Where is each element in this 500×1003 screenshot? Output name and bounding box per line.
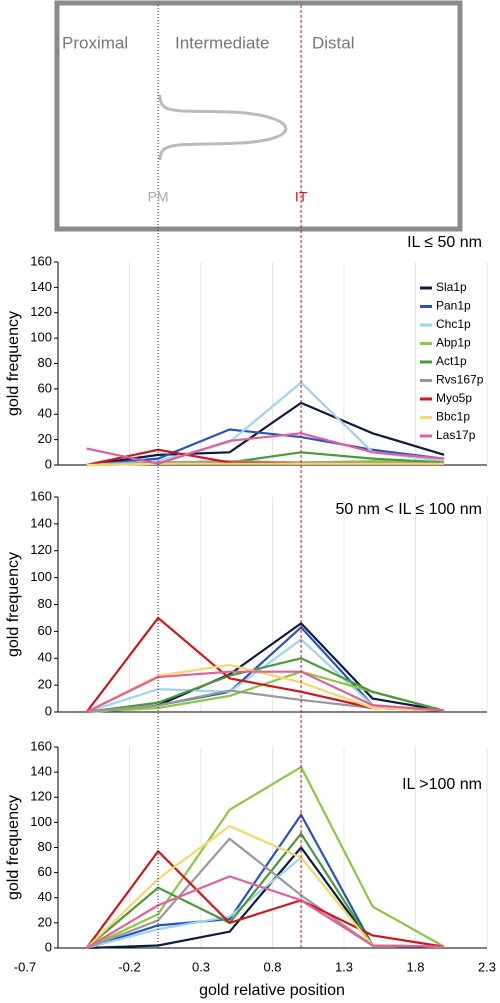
x-tick-label: 1.3 (335, 959, 353, 974)
series-line (86, 670, 445, 713)
annotation: 50 nm < IL ≤ 100 nm (336, 501, 483, 518)
legend-label: Rvs167p (436, 373, 484, 387)
y-tick-label: 20 (38, 677, 52, 692)
y-axis-label: gold frequency (5, 795, 22, 900)
region-label: Intermediate (175, 33, 270, 52)
legend-label: Sla1p (436, 280, 467, 294)
series-line (86, 657, 445, 714)
y-tick-label: 80 (38, 355, 52, 370)
y-tick-label: 160 (30, 738, 52, 753)
legend-label: Abp1p (436, 336, 471, 350)
y-tick-label: 0 (45, 703, 52, 718)
series-line (86, 428, 445, 467)
annotation: IL >100 nm (402, 776, 482, 793)
series-line (86, 875, 445, 949)
x-tick-label: 1.8 (406, 959, 424, 974)
legend-label: Las17p (436, 428, 476, 442)
region-label: Distal (312, 33, 355, 52)
legend-label: Bbc1p (436, 410, 470, 424)
y-tick-label: 20 (38, 431, 52, 446)
series-line (85, 849, 445, 949)
diagram-frame (54, 0, 463, 232)
y-tick-label: 60 (38, 380, 52, 395)
x-tick-label: 0.8 (263, 959, 281, 974)
y-tick-label: 80 (38, 596, 52, 611)
y-tick-label: 60 (38, 623, 52, 638)
y-tick-label: 80 (38, 839, 52, 854)
legend-label: Act1p (436, 354, 467, 368)
x-tick-label: -0.2 (118, 959, 140, 974)
y-tick-label: 60 (38, 864, 52, 879)
y-tick-label: 0 (45, 939, 52, 954)
membrane (158, 94, 288, 161)
y-tick-label: 0 (45, 456, 52, 471)
y-tick-label: 100 (30, 330, 52, 345)
y-tick-label: 20 (38, 914, 52, 929)
y-tick-label: 40 (38, 406, 52, 421)
y-tick-label: 120 (30, 542, 52, 557)
annotation: IL ≤ 50 nm (407, 234, 482, 251)
legend-label: Chc1p (436, 317, 471, 331)
reference-label: PM (148, 189, 169, 205)
y-tick-label: 40 (38, 889, 52, 904)
y-tick-label: 100 (30, 814, 52, 829)
y-tick-label: 120 (30, 789, 52, 804)
legend-label: Pan1p (436, 299, 471, 313)
reference-label: IT (295, 189, 308, 205)
y-tick-label: 160 (30, 488, 52, 503)
x-tick-label: 0.3 (192, 959, 210, 974)
series-line (86, 401, 445, 467)
y-tick-label: 100 (30, 569, 52, 584)
legend-label: Myo5p (436, 391, 472, 405)
y-tick-label: 140 (30, 764, 52, 779)
series-line (86, 432, 445, 465)
y-tick-label: 160 (30, 253, 52, 268)
y-tick-label: 120 (30, 304, 52, 319)
region-label: Proximal (62, 33, 128, 52)
y-tick-label: 140 (30, 279, 52, 294)
y-axis-label: gold frequency (5, 311, 22, 416)
series-line (86, 765, 445, 949)
series-line (86, 462, 445, 467)
y-tick-label: 140 (30, 515, 52, 530)
y-tick-label: 40 (38, 650, 52, 665)
x-axis-label: gold relative position (199, 982, 345, 999)
y-axis-label: gold frequency (5, 552, 22, 657)
x-tick-label: -0.7 (14, 959, 36, 974)
x-tick-label: 2.3 (478, 959, 496, 974)
